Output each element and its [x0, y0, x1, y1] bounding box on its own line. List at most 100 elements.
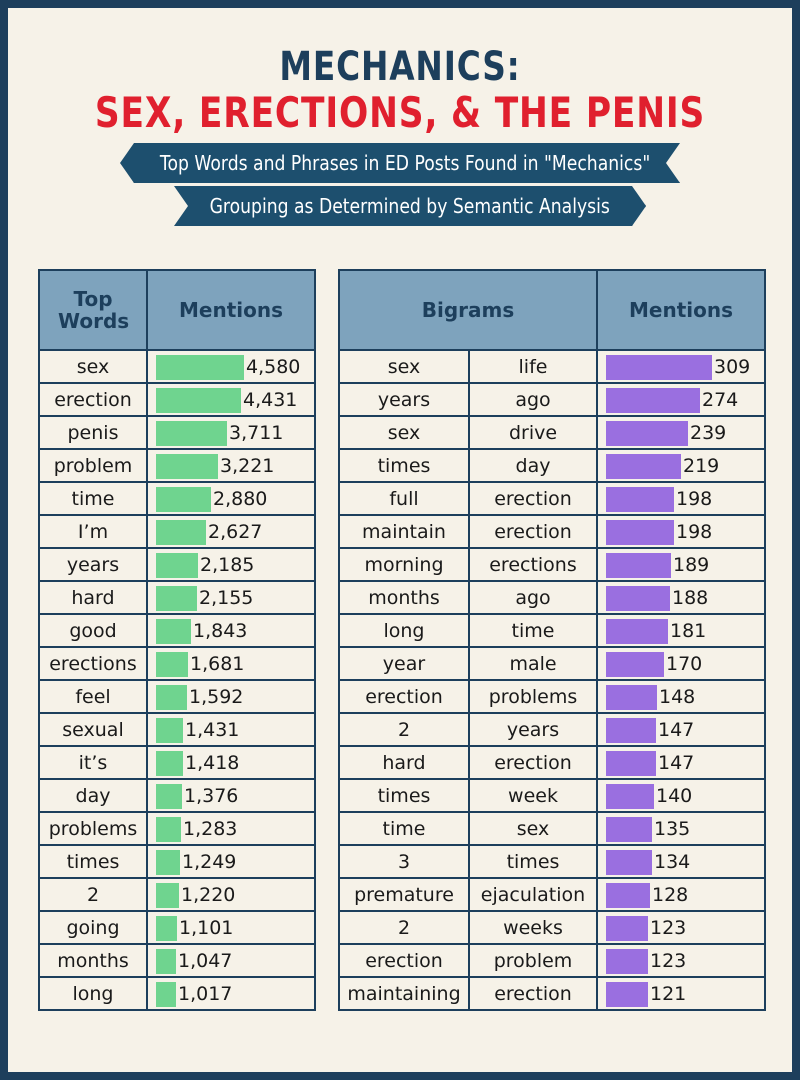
bar-mark	[156, 487, 211, 512]
bar-cell: 1,283	[146, 811, 316, 846]
table-row: years 2,185	[38, 547, 316, 582]
bar-mark	[606, 883, 650, 908]
bar-cell: 239	[596, 415, 766, 450]
bar-cell: 123	[596, 943, 766, 978]
bar-cell: 274	[596, 382, 766, 417]
bar-cell: 2,185	[146, 547, 316, 582]
bigram-second-word: male	[468, 646, 598, 681]
bar-cell: 1,681	[146, 646, 316, 681]
table-row: times day 219	[338, 448, 766, 483]
table-row: long 1,017	[38, 976, 316, 1011]
bar-mark	[156, 355, 244, 380]
data-label: 121	[650, 983, 687, 1005]
bar-cell: 4,580	[146, 349, 316, 384]
bigram-first-word: times	[338, 448, 470, 483]
bar-mark	[606, 982, 648, 1007]
data-label: 1,047	[178, 950, 233, 972]
bigram-second-word: week	[468, 778, 598, 813]
data-label: 134	[654, 851, 691, 873]
bar-cell: 309	[596, 349, 766, 384]
bigram-second-word: ago	[468, 382, 598, 417]
table-row: day 1,376	[38, 778, 316, 813]
bar-cell: 1,017	[146, 976, 316, 1011]
top-words-header: Top Words	[38, 269, 148, 351]
bigram-first-word: 2	[338, 910, 470, 945]
bar-cell: 1,376	[146, 778, 316, 813]
table-row: sexual 1,431	[38, 712, 316, 747]
bar-mark	[156, 388, 241, 413]
data-label: 1,017	[178, 983, 233, 1005]
bar-cell: 1,431	[146, 712, 316, 747]
data-label: 274	[702, 389, 739, 411]
word-label: problems	[38, 811, 148, 846]
word-label: it’s	[38, 745, 148, 780]
table-row: sex 4,580	[38, 349, 316, 384]
word-label: months	[38, 943, 148, 978]
bar-cell: 135	[596, 811, 766, 846]
bigram-second-word: life	[468, 349, 598, 384]
table-row: 2 years 147	[338, 712, 766, 747]
bar-mark	[606, 520, 674, 545]
data-label: 1,283	[183, 818, 238, 840]
bigram-first-word: full	[338, 481, 470, 516]
table-row: time 2,880	[38, 481, 316, 516]
table-row: hard 2,155	[38, 580, 316, 615]
bigram-first-word: sex	[338, 349, 470, 384]
bigram-first-word: erection	[338, 943, 470, 978]
bar-mark	[156, 883, 179, 908]
data-label: 1,843	[193, 620, 248, 642]
word-label: I’m	[38, 514, 148, 549]
bar-cell: 189	[596, 547, 766, 582]
bar-cell: 1,418	[146, 745, 316, 780]
bigram-second-word: drive	[468, 415, 598, 450]
data-label: 170	[666, 653, 703, 675]
subtitle-line-2: Grouping as Determined by Semantic Analy…	[209, 194, 611, 218]
bar-mark	[606, 619, 668, 644]
table-row: 3 times 134	[338, 844, 766, 879]
bigram-second-word: weeks	[468, 910, 598, 945]
table-row: years ago 274	[338, 382, 766, 417]
bigram-second-word: erection	[468, 514, 598, 549]
bar-cell: 3,221	[146, 448, 316, 483]
table-row: full erection 198	[338, 481, 766, 516]
bar-mark	[606, 586, 670, 611]
bar-mark	[606, 916, 648, 941]
bigram-second-word: sex	[468, 811, 598, 846]
bar-mark	[606, 652, 664, 677]
data-label: 147	[658, 752, 695, 774]
title-line-2: SEX, ERECTIONS, & THE PENIS	[94, 88, 706, 137]
bar-cell: 198	[596, 481, 766, 516]
bar-mark	[156, 586, 197, 611]
bar-mark	[156, 718, 183, 743]
data-label: 135	[654, 818, 691, 840]
infographic: MECHANICS: SEX, ERECTIONS, & THE PENIS T…	[8, 8, 792, 1072]
bigram-first-word: months	[338, 580, 470, 615]
data-label: 1,101	[179, 917, 234, 939]
bigram-first-word: maintain	[338, 514, 470, 549]
table-row: 2 weeks 123	[338, 910, 766, 945]
data-label: 3,221	[220, 455, 275, 477]
bar-mark	[156, 850, 180, 875]
bar-cell: 123	[596, 910, 766, 945]
bar-mark	[606, 850, 652, 875]
bar-cell: 1,843	[146, 613, 316, 648]
data-label: 123	[650, 950, 687, 972]
table-row: it’s 1,418	[38, 745, 316, 780]
table-row: premature ejaculation 128	[338, 877, 766, 912]
table-row: erections 1,681	[38, 646, 316, 681]
bar-mark	[156, 553, 198, 578]
bigram-first-word: hard	[338, 745, 470, 780]
title-line-1: MECHANICS:	[279, 44, 521, 90]
bigram-second-word: day	[468, 448, 598, 483]
word-label: years	[38, 547, 148, 582]
data-label: 4,431	[243, 389, 298, 411]
bar-mark	[156, 916, 177, 941]
data-label: 1,220	[181, 884, 236, 906]
word-label: erection	[38, 382, 148, 417]
table-row: erection problem 123	[338, 943, 766, 978]
table-row: sex drive 239	[338, 415, 766, 450]
bar-mark	[606, 421, 688, 446]
data-label: 123	[650, 917, 687, 939]
bigram-second-word: times	[468, 844, 598, 879]
bigram-first-word: years	[338, 382, 470, 417]
